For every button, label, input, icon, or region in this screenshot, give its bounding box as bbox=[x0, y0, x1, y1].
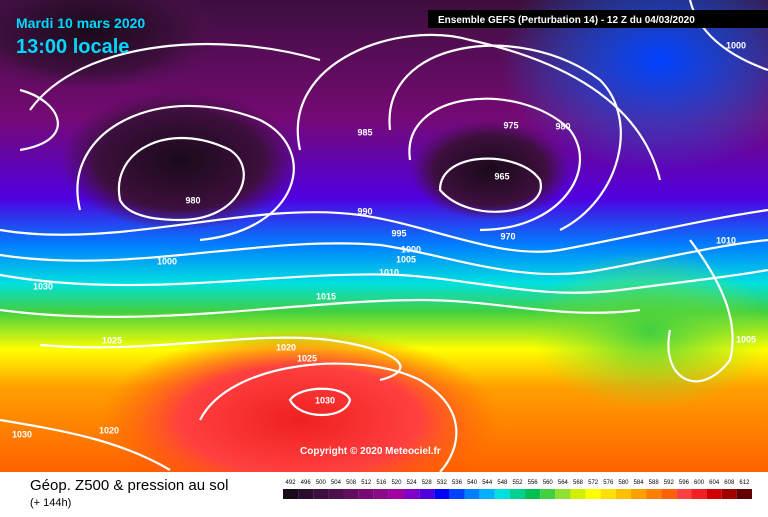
isobar-label: 980 bbox=[185, 195, 200, 205]
isobar-label: 1030 bbox=[33, 281, 53, 291]
scale-label: 552 bbox=[512, 480, 523, 486]
scale-swatch bbox=[600, 489, 616, 499]
run-info: Ensemble GEFS (Perturbation 14) - 12 Z d… bbox=[438, 15, 695, 26]
scale-swatch bbox=[298, 489, 314, 499]
scale-label: 580 bbox=[618, 480, 629, 486]
scale-label: 564 bbox=[558, 480, 569, 486]
footer-title: Géop. Z500 & pression au sol bbox=[30, 477, 228, 494]
scale-label: 604 bbox=[709, 480, 720, 486]
isobar-label: 980 bbox=[555, 121, 570, 131]
scale-swatch bbox=[661, 489, 677, 499]
scale-swatch bbox=[630, 489, 647, 499]
scale-swatch bbox=[343, 489, 359, 499]
scale-swatch bbox=[676, 489, 692, 499]
run-banner bbox=[428, 10, 768, 28]
isobar-label: 1020 bbox=[99, 425, 119, 435]
scale-swatch bbox=[721, 489, 737, 499]
scale-label: 508 bbox=[346, 480, 357, 486]
copyright: Copyright © 2020 Meteociel.fr bbox=[300, 446, 441, 457]
isobar-label: 1030 bbox=[12, 429, 32, 439]
scale-swatch bbox=[404, 489, 420, 499]
scale-label: 576 bbox=[603, 480, 614, 486]
scale-label: 588 bbox=[649, 480, 660, 486]
scale-swatch bbox=[615, 489, 631, 499]
scale-label: 568 bbox=[573, 480, 584, 486]
scale-label: 540 bbox=[467, 480, 478, 486]
scale-swatch bbox=[646, 489, 662, 499]
color-scale: 492 496 500 504 508 512 516 520 524 528 532 536 540 5… bbox=[283, 480, 752, 499]
scale-swatch bbox=[328, 489, 344, 499]
scale-label: 504 bbox=[331, 480, 342, 486]
isobar-label: 975 bbox=[503, 120, 518, 130]
scale-swatch bbox=[540, 489, 556, 499]
scale-swatch bbox=[313, 489, 329, 499]
isobar-label: 1020 bbox=[276, 342, 296, 352]
scale-label: 572 bbox=[588, 480, 599, 486]
scale-label: 500 bbox=[316, 480, 327, 486]
isobar-label: 990 bbox=[357, 206, 372, 216]
scale-label: 548 bbox=[497, 480, 508, 486]
date: Mardi 10 mars 2020 bbox=[16, 15, 145, 31]
scale-label: 532 bbox=[437, 480, 448, 486]
scale-label: 516 bbox=[376, 480, 387, 486]
scale-swatch bbox=[358, 489, 374, 499]
scale-label: 608 bbox=[724, 480, 735, 486]
scale-label: 512 bbox=[361, 480, 372, 486]
scale-label: 496 bbox=[301, 480, 312, 486]
isobar-label: 1005 bbox=[396, 254, 416, 264]
scale-label: 612 bbox=[739, 480, 750, 486]
scale-label: 600 bbox=[694, 480, 705, 486]
scale-label: 556 bbox=[528, 480, 539, 486]
isobar-label: 1010 bbox=[716, 235, 736, 245]
scale-swatch bbox=[479, 489, 495, 499]
isobar-label: 965 bbox=[494, 171, 509, 181]
scale-label: 528 bbox=[422, 480, 433, 486]
isobar-label: 1025 bbox=[297, 353, 317, 363]
scale-label: 524 bbox=[407, 480, 418, 486]
scale-label: 536 bbox=[452, 480, 463, 486]
isobar-label: 1000 bbox=[157, 256, 177, 266]
scale-swatch bbox=[509, 489, 526, 499]
isobar-label: 1000 bbox=[401, 244, 421, 254]
scale-swatch bbox=[525, 489, 541, 499]
isobar-label: 985 bbox=[357, 127, 372, 137]
scale-swatch bbox=[706, 489, 722, 499]
isobar-label: 1010 bbox=[379, 267, 399, 277]
scale-swatch bbox=[283, 489, 299, 499]
scale-swatch bbox=[373, 489, 389, 499]
local-time: 13:00 locale bbox=[16, 36, 129, 58]
scale-label: 520 bbox=[391, 480, 402, 486]
scale-label: 492 bbox=[286, 480, 297, 486]
isobar-label: 1000 bbox=[726, 40, 746, 50]
scale-label: 544 bbox=[482, 480, 493, 486]
scale-label: 592 bbox=[664, 480, 675, 486]
isobar-label: 1025 bbox=[102, 335, 122, 345]
scale-swatch bbox=[736, 489, 752, 499]
isobar-label: 970 bbox=[500, 231, 515, 241]
isobar-label: 995 bbox=[391, 228, 406, 238]
forecast-lead: (+ 144h) bbox=[30, 497, 71, 509]
isobar-label: 1015 bbox=[316, 291, 336, 301]
isobar-label: 1005 bbox=[736, 334, 756, 344]
scale-swatch bbox=[449, 489, 465, 499]
isobar-label: 1030 bbox=[315, 395, 335, 405]
scale-swatch bbox=[494, 489, 510, 499]
scale-swatch bbox=[434, 489, 450, 499]
scale-label: 584 bbox=[634, 480, 645, 486]
scale-swatch bbox=[388, 489, 405, 499]
scale-label: 596 bbox=[679, 480, 690, 486]
scale-swatch bbox=[570, 489, 586, 499]
scale-swatch bbox=[464, 489, 480, 499]
scale-swatch bbox=[555, 489, 571, 499]
scale-swatch bbox=[585, 489, 601, 499]
scale-swatch bbox=[419, 489, 435, 499]
scale-label: 560 bbox=[543, 480, 554, 486]
scale-swatch bbox=[691, 489, 707, 499]
